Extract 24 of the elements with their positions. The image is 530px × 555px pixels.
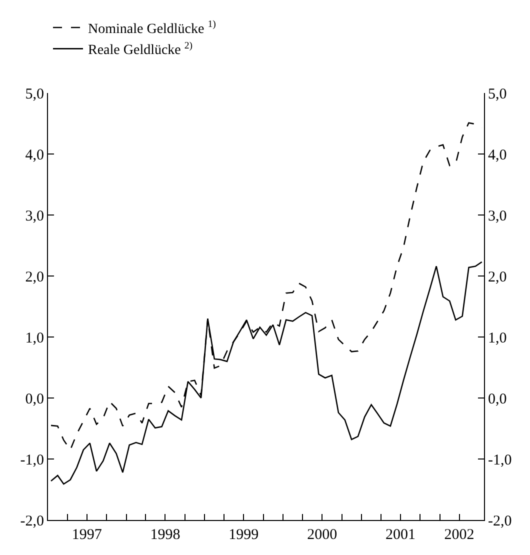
x-tick-label: 1998	[150, 527, 180, 543]
x-tick-label: 2001	[385, 527, 416, 543]
legend-label: Nominale Geldlücke $^{1)}$	[88, 19, 216, 37]
y2-tick-label: 3,0	[488, 208, 507, 224]
y2-tick-label: 2,0	[488, 269, 507, 286]
x-tick-label: 2000	[307, 527, 338, 543]
y2-tick-label: -2,0	[488, 513, 512, 530]
y-tick-label: 3,0	[25, 208, 44, 224]
y-tick-label: -2,0	[20, 513, 44, 530]
x-tick-label: 2002	[444, 527, 474, 543]
y2-tick-label: 4,0	[488, 147, 507, 164]
y-tick-label: 1,0	[25, 330, 44, 346]
y-tick-label: 5,0	[25, 86, 44, 102]
y-tick-label: 4,0	[25, 147, 44, 164]
y2-tick-label: -1,0	[488, 452, 512, 468]
x-tick-label: 1997	[72, 527, 102, 543]
legend-label: Reale Geldlücke $^{2)}$	[88, 40, 193, 58]
y2-tick-label: 5,0	[488, 86, 507, 102]
x-tick-label: 1999	[228, 527, 259, 543]
y-tick-label: 2,0	[25, 269, 44, 286]
y2-tick-label: 0,0	[488, 391, 507, 408]
y2-tick-label: 1,0	[488, 330, 507, 346]
y-tick-label: -1,0	[20, 452, 44, 468]
y-tick-label: 0,0	[25, 391, 44, 408]
